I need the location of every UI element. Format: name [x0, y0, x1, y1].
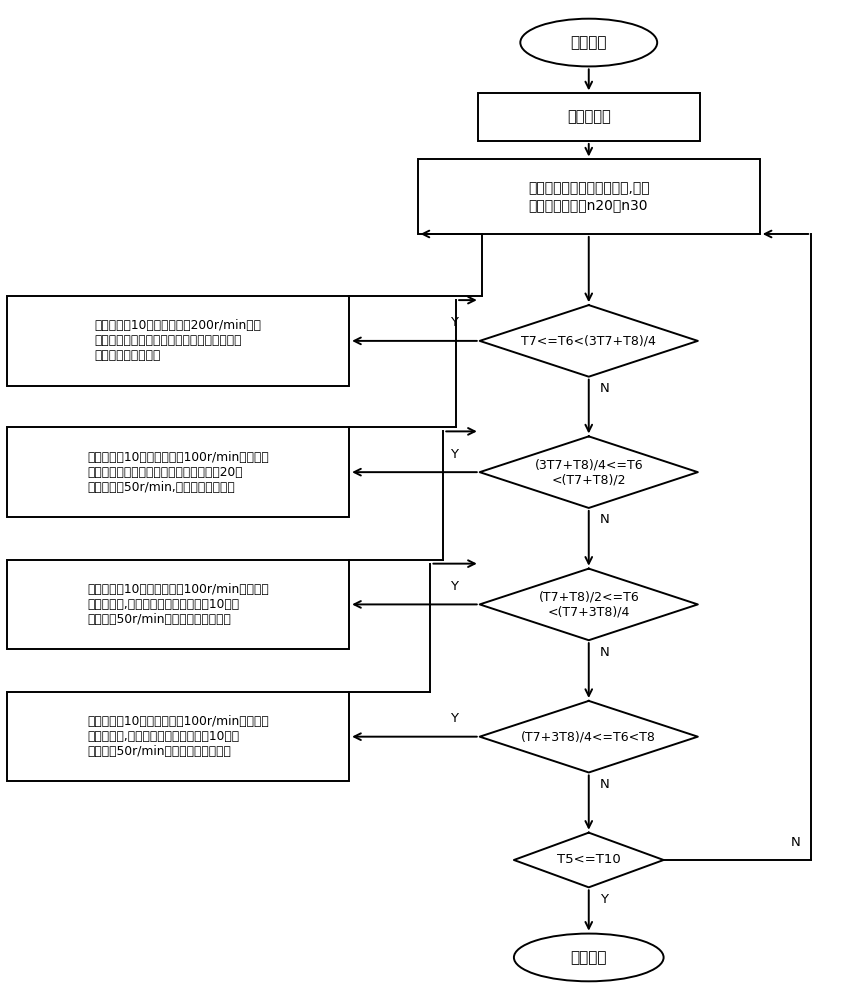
- Text: (T7+3T8)/4<=T6<T8: (T7+3T8)/4<=T6<T8: [521, 730, 656, 743]
- Text: Y: Y: [600, 893, 608, 906]
- Text: T5<=T10: T5<=T10: [557, 853, 621, 866]
- Text: 开启所述冷凝风扇和压缩机,初始
运行转速分别为n20和n30: 开启所述冷凝风扇和压缩机,初始 运行转速分别为n20和n30: [528, 182, 649, 212]
- Text: 压缩机每隔10周期降低转速100r/min，直至初
始运行转速,冷凝风扇和电子水泵每隔10周期
增加转速50r/min，直至最高工作转速: 压缩机每隔10周期降低转速100r/min，直至初 始运行转速,冷凝风扇和电子水…: [87, 715, 269, 758]
- Text: Y: Y: [450, 448, 458, 461]
- Text: 循环模式: 循环模式: [571, 950, 607, 965]
- Text: 压缩机每隔10周期增加转速200r/min，直
至最高工作转速，而冷凝风扇和电子水泵分别
工作在中等转速工况: 压缩机每隔10周期增加转速200r/min，直 至最高工作转速，而冷凝风扇和电子…: [95, 319, 262, 362]
- Text: N: N: [599, 646, 609, 659]
- Text: Y: Y: [450, 712, 458, 725]
- Text: 压缩机每隔10周期降低转速100r/min，直至初
始运行转速,冷凝风扇和电子水泵每隔10周期
增加转速50r/min，直至最高工作转速: 压缩机每隔10周期降低转速100r/min，直至初 始运行转速,冷凝风扇和电子水…: [87, 583, 269, 626]
- Text: Y: Y: [450, 580, 458, 593]
- Text: N: N: [599, 778, 609, 791]
- Text: N: N: [599, 513, 609, 526]
- Text: (T7+T8)/2<=T6
<(T7+3T8)/4: (T7+T8)/2<=T6 <(T7+3T8)/4: [538, 590, 639, 618]
- Text: N: N: [599, 382, 609, 395]
- Text: T7<=T6<(3T7+T8)/4: T7<=T6<(3T7+T8)/4: [521, 334, 656, 347]
- Text: Y: Y: [450, 316, 458, 329]
- Text: 制冷模式: 制冷模式: [571, 35, 607, 50]
- Text: 压缩机每隔10周期增加转速100r/min，直至最
高工作转速，而冷凝风扇和电子水泵每隔20周
期增加转速50r/min,直至最高工作转速: 压缩机每隔10周期增加转速100r/min，直至最 高工作转速，而冷凝风扇和电子…: [87, 451, 269, 494]
- Text: (3T7+T8)/4<=T6
<(T7+T8)/2: (3T7+T8)/4<=T6 <(T7+T8)/2: [535, 458, 643, 486]
- Text: 关闭三通阀: 关闭三通阀: [567, 110, 610, 125]
- Text: N: N: [791, 836, 801, 849]
